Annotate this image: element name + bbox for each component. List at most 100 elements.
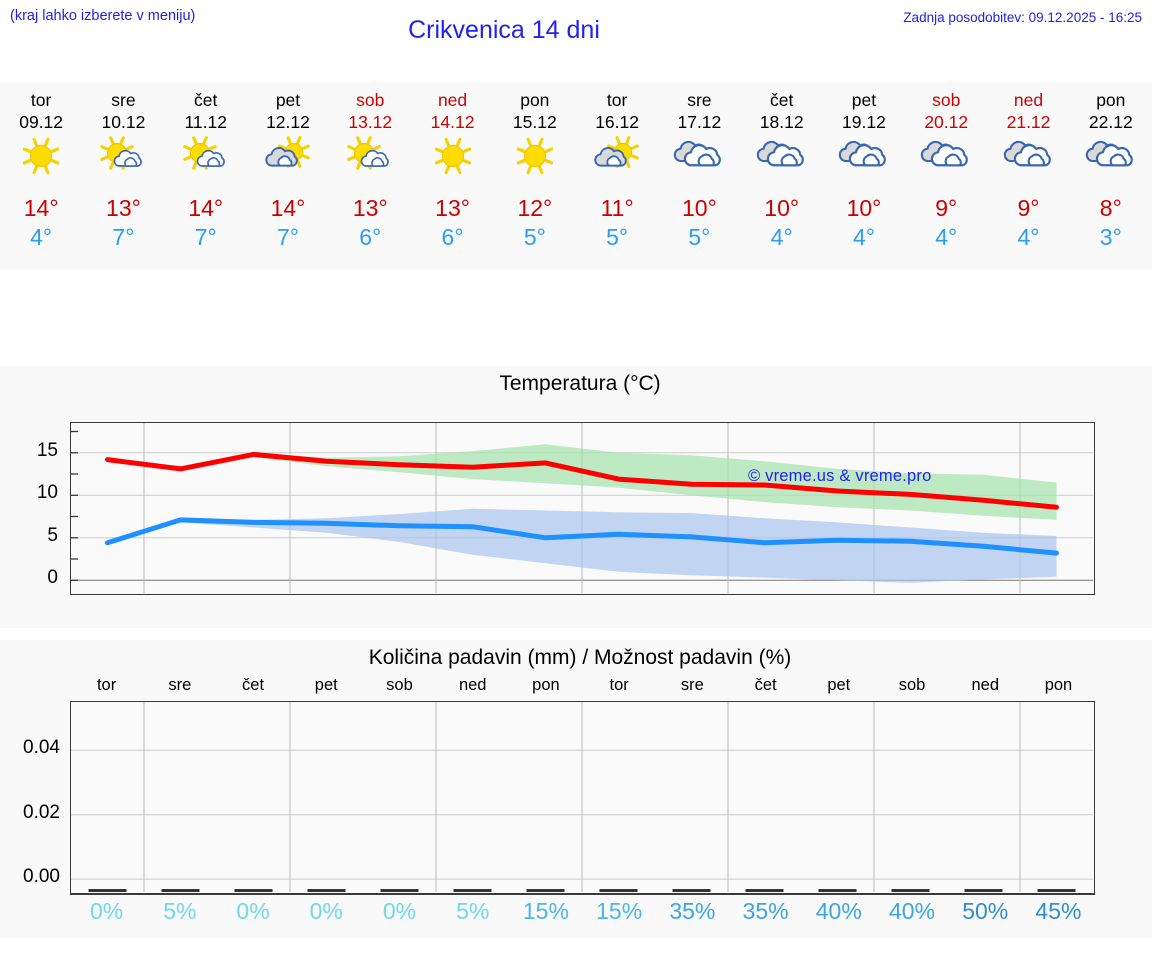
forecast-day-column[interactable]: pon 15.12 12° 5° (494, 82, 576, 270)
forecast-day-date: 19.12 (842, 112, 886, 132)
forecast-day-column[interactable]: tor 16.12 11° 5° (576, 82, 658, 270)
precipitation-day-label: sre (680, 676, 704, 694)
precipitation-chart-title: Količina padavin (mm) / Možnost padavin … (368, 646, 792, 669)
temperature-chart-section: Temperatura (°C) 0 5 10 15 (0, 366, 1152, 628)
precipitation-day-label: pon (532, 676, 560, 694)
bottom-spacer (0, 938, 1152, 975)
precipitation-probability-label: 40% (815, 898, 862, 924)
forecast-day-column[interactable]: tor 09.12 14° 4° (0, 82, 82, 270)
forecast-day-column[interactable]: pet 12.12 14° 7° (247, 82, 329, 270)
forecast-day-name: sre (111, 90, 136, 110)
forecast-temp-min: 5° (688, 224, 711, 250)
forecast-temp-min: 7° (276, 224, 299, 250)
forecast-day-column[interactable]: sob 13.12 13° 6° (329, 82, 411, 270)
precipitation-y-tick-label: 0.02 (23, 801, 60, 823)
forecast-day-date: 14.12 (430, 112, 475, 132)
forecast-day-date: 17.12 (677, 112, 722, 132)
precipitation-day-label: sob (386, 676, 413, 694)
precipitation-day-label: čet (242, 676, 265, 694)
forecast-temp-min: 4° (852, 224, 875, 250)
precipitation-probability-label: 0% (89, 898, 124, 924)
forecast-day-column[interactable]: ned 14.12 13° 6° (411, 82, 493, 270)
forecast-temp-min: 7° (112, 224, 135, 250)
precipitation-probability-label: 35% (669, 898, 716, 924)
temperature-y-tick-label: 5 (47, 524, 58, 546)
weather-sunny-icon (11, 135, 71, 179)
weather-cloud-sun-icon (587, 135, 647, 179)
forecast-temp-min: 6° (441, 224, 464, 250)
forecast-day-date: 10.12 (101, 112, 146, 132)
forecast-day-name: pon (520, 90, 550, 110)
precipitation-day-label: pon (1044, 676, 1073, 694)
copyright-text: © vreme.us & vreme.pro (748, 467, 932, 485)
forecast-temp-min: 5° (606, 224, 629, 250)
forecast-temp-min: 7° (194, 224, 217, 250)
forecast-temp-max: 14° (188, 195, 224, 221)
precipitation-day-label: sob (898, 676, 926, 694)
precipitation-chart-section: Količina padavin (mm) / Možnost padavin … (0, 640, 1152, 938)
weather-sun-small-cloud-icon (176, 135, 236, 179)
precipitation-day-label: pet (314, 676, 338, 694)
forecast-day-column[interactable]: čet 11.12 14° 7° (165, 82, 247, 270)
forecast-temp-max: 9° (1017, 195, 1040, 221)
forecast-temp-max: 10° (682, 195, 717, 221)
last-updated-text: Zadnja posodobitev: 09.12.2025 - 16:25 (903, 10, 1142, 25)
menu-hint-text: (kraj lahko izberete v meniju) (10, 8, 196, 24)
weather-cloudy-icon (669, 135, 729, 179)
forecast-temp-max: 14° (23, 195, 59, 221)
forecast-day-date: 22.12 (1088, 112, 1133, 132)
forecast-day-column[interactable]: pon 22.12 8° 3° (1070, 82, 1152, 270)
forecast-day-date: 09.12 (19, 112, 64, 132)
forecast-day-name: pet (851, 90, 877, 110)
forecast-day-name: ned (1013, 90, 1044, 110)
forecast-day-name: sob (932, 90, 961, 110)
forecast-day-date: 21.12 (1006, 112, 1051, 132)
temperature-plot-area (70, 422, 1095, 595)
forecast-temp-min: 4° (30, 224, 53, 250)
forecast-day-column[interactable]: ned 21.12 9° 4° (987, 82, 1069, 270)
forecast-day-name: čet (769, 90, 794, 110)
forecast-temp-max: 14° (270, 195, 306, 221)
precipitation-plot-area (70, 701, 1095, 895)
forecast-day-column[interactable]: sre 10.12 13° 7° (82, 82, 164, 270)
forecast-temp-min: 4° (770, 224, 793, 250)
forecast-day-date: 18.12 (759, 112, 804, 132)
weather-cloudy-icon (834, 135, 894, 179)
weather-cloud-sun-icon (258, 135, 318, 179)
forecast-day-column[interactable]: pet 19.12 10° 4° (823, 82, 905, 270)
precipitation-y-tick-label: 0.04 (23, 737, 60, 759)
weather-cloudy-icon (999, 135, 1059, 179)
page-header: (kraj lahko izberete v meniju) Crikvenic… (0, 0, 1152, 72)
precipitation-plot-svg (71, 702, 1093, 892)
forecast-day-column[interactable]: sob 20.12 9° 4° (905, 82, 987, 270)
temperature-y-tick-label: 0 (47, 567, 58, 589)
precipitation-day-label: sre (168, 676, 192, 694)
weather-cloudy-icon (916, 135, 976, 179)
forecast-day-date: 15.12 (512, 112, 557, 132)
forecast-temp-min: 5° (523, 224, 546, 250)
forecast-temp-min: 3° (1099, 224, 1122, 250)
temperature-chart-title: Temperatura (°C) (499, 372, 661, 395)
forecast-temp-max: 10° (764, 195, 800, 221)
precipitation-probability-label: 35% (742, 898, 789, 924)
forecast-day-name: ned (437, 90, 468, 110)
temperature-plot-svg (71, 423, 1093, 593)
forecast-temp-max: 13° (352, 195, 388, 221)
forecast-day-date: 11.12 (184, 112, 227, 132)
daily-forecast-strip: tor 09.12 14° 4° sre 10.12 13° 7° čet 11.12 14° 7… (0, 82, 1152, 270)
precipitation-y-tick-label: 0.00 (23, 866, 60, 888)
precipitation-probability-label: 45% (1035, 898, 1082, 924)
forecast-day-column[interactable]: čet 18.12 10° 4° (741, 82, 823, 270)
forecast-temp-max: 13° (106, 195, 141, 221)
forecast-temp-max: 13° (435, 195, 470, 221)
forecast-day-column[interactable]: sre 17.12 10° 5° (658, 82, 740, 270)
forecast-day-date: 13.12 (348, 112, 393, 132)
precipitation-probability-label: 5% (456, 898, 490, 924)
precipitation-day-label: čet (754, 676, 777, 694)
precipitation-day-label: ned (971, 676, 999, 694)
page-title: Crikvenica 14 dni (408, 16, 600, 44)
forecast-day-name: sob (356, 90, 385, 110)
weather-cloudy-icon (752, 135, 812, 179)
forecast-temp-max: 11° (600, 195, 634, 221)
forecast-temp-min: 6° (359, 224, 382, 250)
